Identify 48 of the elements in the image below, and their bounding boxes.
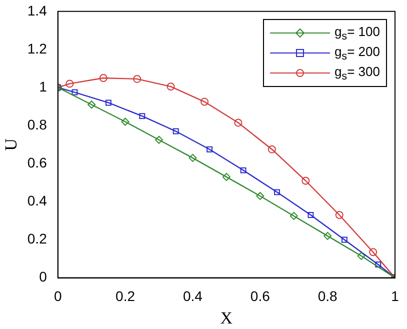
point bbox=[99, 74, 108, 82]
point bbox=[133, 74, 142, 83]
x-tick-label: 0 bbox=[54, 288, 62, 304]
point bbox=[234, 118, 242, 127]
y-tick-label: 1.4 bbox=[27, 2, 48, 18]
x-tick-label: 0.4 bbox=[182, 288, 203, 304]
point bbox=[341, 236, 348, 243]
point bbox=[200, 98, 209, 106]
point bbox=[240, 167, 246, 174]
point bbox=[72, 89, 78, 96]
point bbox=[308, 212, 314, 218]
point bbox=[324, 232, 332, 240]
point bbox=[290, 212, 298, 220]
y-axis-title: U bbox=[2, 138, 21, 151]
y-tick-label: 1 bbox=[39, 78, 48, 94]
x-tick-label: 0.2 bbox=[116, 288, 136, 304]
point bbox=[139, 113, 146, 120]
legend-label: g$_{s}$= 200 bbox=[334, 44, 380, 63]
x-tick-label: 0.8 bbox=[318, 288, 338, 304]
point bbox=[105, 100, 112, 106]
point bbox=[357, 252, 366, 260]
point bbox=[369, 248, 378, 256]
point bbox=[274, 189, 280, 196]
y-tick-label: 0 bbox=[39, 268, 48, 285]
point bbox=[256, 192, 264, 200]
point bbox=[335, 211, 344, 220]
legend-label: g$_{s}$= 300 bbox=[334, 64, 380, 83]
point bbox=[206, 146, 213, 152]
point bbox=[222, 172, 230, 181]
legend-label: g$_{s}$= 100 bbox=[334, 24, 380, 43]
point bbox=[121, 118, 130, 126]
y-tick-label: 0.6 bbox=[27, 154, 48, 170]
point bbox=[88, 100, 96, 109]
x-tick-label: 0.6 bbox=[250, 288, 270, 304]
point bbox=[172, 128, 179, 134]
point bbox=[188, 154, 197, 162]
x-tick-label: 1 bbox=[391, 288, 400, 304]
point bbox=[375, 262, 382, 268]
point bbox=[268, 145, 276, 154]
point bbox=[66, 80, 74, 88]
y-tick-label: 0.4 bbox=[27, 192, 48, 209]
x-axis-title: X bbox=[220, 308, 233, 328]
point bbox=[155, 136, 164, 144]
y-tick-label: 0.2 bbox=[27, 230, 48, 247]
y-tick-label: 1.2 bbox=[27, 40, 48, 56]
point bbox=[302, 176, 310, 185]
point bbox=[166, 82, 175, 91]
y-tick-label: 0.8 bbox=[27, 116, 48, 132]
